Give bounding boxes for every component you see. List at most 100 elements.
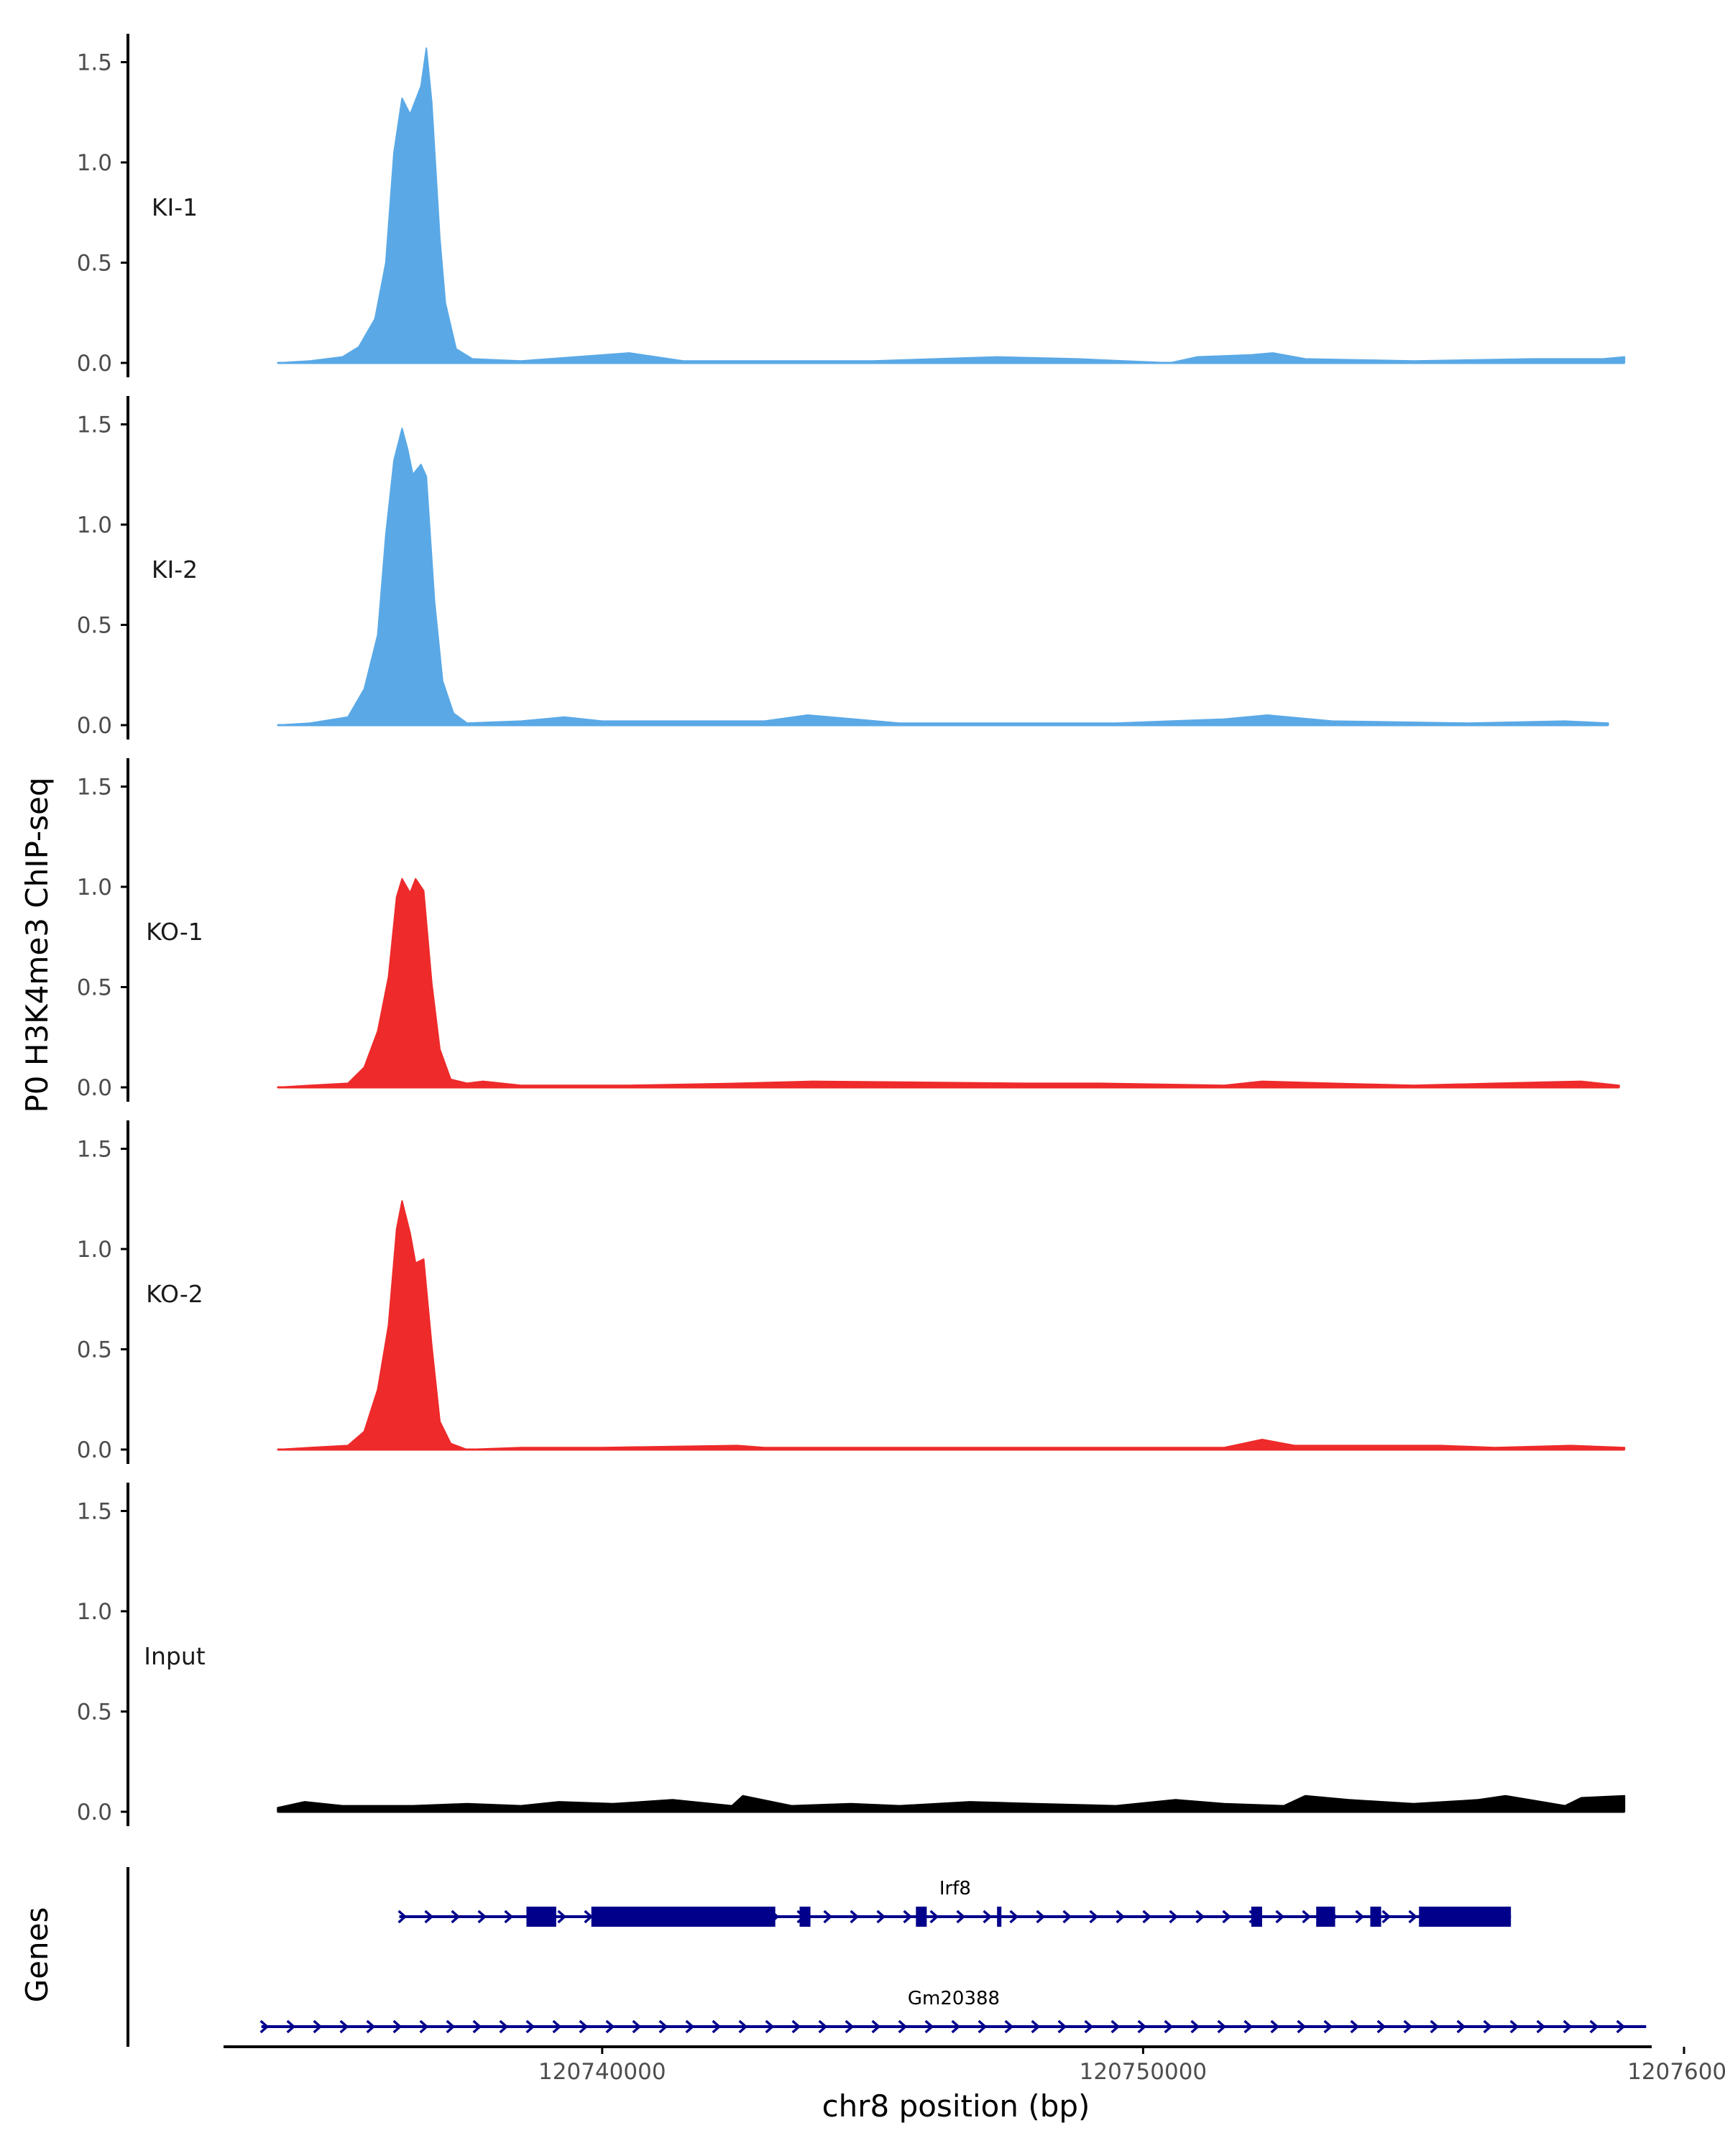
strand-arrow-icon: [1169, 1909, 1178, 1924]
strand-arrow-icon: [397, 1909, 407, 1924]
y-tick-label: 0.5: [77, 613, 112, 639]
strand-arrow-icon: [530, 1909, 540, 1924]
strand-arrow-icon: [1381, 1909, 1391, 1924]
strand-arrow-icon: [876, 1909, 886, 1924]
strand-arrow-icon: [1164, 2019, 1173, 2034]
strand-arrow-icon: [610, 1909, 620, 1924]
gene-exon: [916, 1907, 927, 1927]
strand-arrow-icon: [1275, 1909, 1284, 1924]
strand-arrow-icon: [1031, 2019, 1040, 2034]
strand-arrow-icon: [903, 1909, 912, 1924]
strand-arrow-icon: [1195, 1909, 1205, 1924]
strand-arrow-icon: [472, 2019, 482, 2034]
y-tick-label: 1.5: [77, 50, 112, 76]
strand-arrow-icon: [1217, 2019, 1226, 2034]
strand-arrow-icon: [924, 2019, 934, 2034]
strand-arrow-icon: [717, 1909, 726, 1924]
strand-arrow-icon: [898, 2019, 907, 2034]
strand-arrow-icon: [499, 2019, 508, 2034]
strand-arrow-icon: [339, 2019, 349, 2034]
genes-axis-title: Genes: [19, 1907, 55, 2003]
strand-arrow-icon: [637, 1909, 646, 1924]
track-label-ki-2: KI-2: [152, 556, 198, 584]
strand-arrow-icon: [259, 2019, 269, 2034]
strand-arrow-icon: [1036, 1909, 1045, 1924]
y-tick-label: 1.0: [77, 512, 112, 538]
strand-arrow-icon: [685, 2019, 694, 2034]
strand-arrow-icon: [1302, 1909, 1311, 1924]
strand-arrow-icon: [658, 2019, 668, 2034]
y-tick-label: 0.0: [77, 1075, 112, 1101]
y-tick-label: 0.0: [77, 713, 112, 739]
strand-arrow-icon: [845, 2019, 854, 2034]
y-tick-label: 1.5: [77, 775, 112, 801]
strand-arrow-icon: [743, 1909, 753, 1924]
y-tick-label: 0.5: [77, 251, 112, 277]
strand-arrow-icon: [1403, 2019, 1412, 2034]
strand-arrow-icon: [823, 1909, 832, 1924]
strand-arrow-icon: [1328, 1909, 1338, 1924]
coverage-area-ko-1: [277, 877, 1620, 1088]
y-tick-label: 0.5: [77, 1337, 112, 1363]
y-tick-label: 0.0: [77, 351, 112, 377]
strand-arrow-icon: [956, 1909, 965, 1924]
strand-arrow-icon: [791, 2019, 801, 2034]
strand-arrow-icon: [451, 1909, 460, 1924]
gene-exon: [997, 1907, 1002, 1927]
gene-gm20388: Gm20388: [259, 1988, 1647, 2034]
y-tick-label: 0.0: [77, 1437, 112, 1463]
strand-arrow-icon: [504, 1909, 513, 1924]
y-tick-label: 0.5: [77, 975, 112, 1001]
strand-arrow-icon: [1137, 2019, 1146, 2034]
strand-arrow-icon: [1009, 1909, 1018, 1924]
gene-irf8: Irf8: [397, 1878, 1512, 1927]
y-tick-label: 1.0: [77, 150, 112, 176]
track-ki-1: 0.0 0.5 1.0 1.5 KI-1: [77, 34, 1626, 377]
strand-arrow-icon: [663, 1909, 673, 1924]
gene-exon: [1370, 1907, 1381, 1927]
strand-arrow-icon: [712, 2019, 721, 2034]
strand-arrow-icon: [738, 2019, 748, 2034]
strand-arrow-icon: [929, 1909, 939, 1924]
strand-arrow-icon: [1248, 1909, 1258, 1924]
strand-arrow-icon: [446, 2019, 455, 2034]
gene-name-gm20388: Gm20388: [908, 1988, 1000, 2009]
strand-arrow-icon: [951, 2019, 960, 2034]
strand-arrow-icon: [1142, 1909, 1151, 1924]
strand-arrow-icon: [850, 1909, 859, 1924]
track-ki-2: 0.0 0.5 1.0 1.5 KI-2: [77, 396, 1609, 740]
coverage-area-input: [277, 1795, 1626, 1812]
strand-arrow-icon: [818, 2019, 827, 2034]
strand-arrow-icon: [978, 2019, 987, 2034]
strand-arrow-icon: [557, 1909, 566, 1924]
strand-arrow-icon: [1616, 2019, 1625, 2034]
y-tick-label: 1.0: [77, 1237, 112, 1263]
strand-arrow-icon: [1456, 2019, 1466, 2034]
gene-exon: [1316, 1907, 1335, 1927]
genes-panel: Irf8 Gm20388: [126, 1867, 1647, 2047]
strand-arrow-icon: [796, 1909, 806, 1924]
x-axis: 120740000 120750000 12076000: [224, 2045, 1725, 2085]
strand-arrow-icon: [1116, 1909, 1125, 1924]
strand-arrow-icon: [1222, 1909, 1231, 1924]
strand-arrow-icon: [1536, 2019, 1545, 2034]
strand-arrow-icon: [1350, 2019, 1359, 2034]
y-tick-label: 1.0: [77, 1599, 112, 1625]
strand-arrow-icon: [1297, 2019, 1306, 2034]
track-label-input: Input: [144, 1642, 206, 1670]
strand-arrow-icon: [1355, 1909, 1364, 1924]
strand-arrow-icon: [632, 2019, 641, 2034]
strand-arrow-icon: [525, 2019, 535, 2034]
y-tick-label: 0.5: [77, 1700, 112, 1726]
y-tick-label: 1.5: [77, 1137, 112, 1163]
y-axis-title: P0 H3K4me3 ChIP-seq: [19, 777, 55, 1112]
strand-arrow-icon: [1243, 2019, 1253, 2034]
track-ko-1: 0.0 0.5 1.0 1.5 KO-1: [77, 758, 1620, 1102]
strand-arrow-icon: [871, 2019, 880, 2034]
y-tick-label: 1.5: [77, 1499, 112, 1525]
strand-arrow-icon: [1408, 1909, 1417, 1924]
strand-arrow-icon: [1589, 2019, 1598, 2034]
strand-arrow-icon: [286, 2019, 295, 2034]
strand-arrow-icon: [1110, 2019, 1120, 2034]
